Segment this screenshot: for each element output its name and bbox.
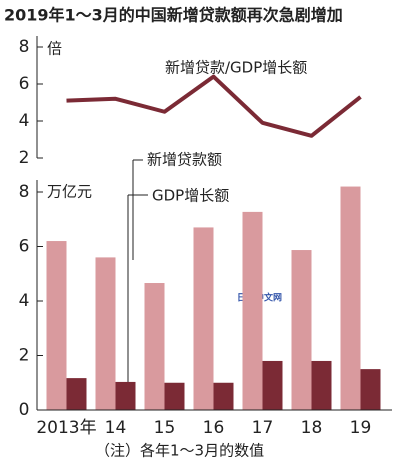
bar	[66, 378, 87, 410]
line	[66, 74, 362, 138]
bar	[311, 360, 332, 410]
bar	[242, 211, 263, 410]
bar	[193, 227, 214, 410]
x-tick-label: 18	[301, 418, 323, 438]
x-tick-label: 19	[350, 418, 372, 438]
bar	[164, 382, 185, 410]
bar	[46, 241, 67, 410]
x-tick-label: 14	[105, 418, 127, 438]
y-tick-label: 6	[19, 74, 30, 94]
y-unit: 万亿元	[47, 183, 92, 201]
chart-title: 2019年1～3月的中国新增贷款额再次急剧增加	[4, 6, 343, 25]
bar	[213, 382, 234, 410]
y-tick-label: 8	[19, 182, 30, 202]
legend-label: 新增贷款额	[147, 151, 222, 169]
x-tick-label: 16	[203, 418, 225, 438]
y-tick-label: 6	[19, 237, 30, 257]
y-tick-label: 0	[19, 400, 30, 420]
bar	[262, 360, 283, 410]
x-tick-label: 2013年	[36, 418, 96, 438]
legend-label: GDP增长额	[152, 187, 229, 205]
note: （注）各年1～3月的数值	[95, 442, 264, 460]
bar	[360, 369, 381, 410]
y-tick-label: 4	[19, 291, 30, 311]
y-tick-label: 8	[19, 37, 30, 57]
x-tick-label: 17	[252, 418, 274, 438]
legend-label: 新增贷款/GDP增长额	[165, 59, 307, 77]
y-tick-label: 2	[19, 346, 30, 366]
y-unit: 倍	[47, 40, 62, 58]
bar	[95, 257, 116, 410]
y-tick-label: 2	[19, 148, 30, 168]
y-tick-label: 4	[19, 111, 30, 131]
bar	[144, 283, 165, 410]
bar	[340, 186, 361, 410]
x-tick-label: 15	[154, 418, 176, 438]
bar	[115, 381, 136, 410]
bar	[291, 250, 312, 410]
